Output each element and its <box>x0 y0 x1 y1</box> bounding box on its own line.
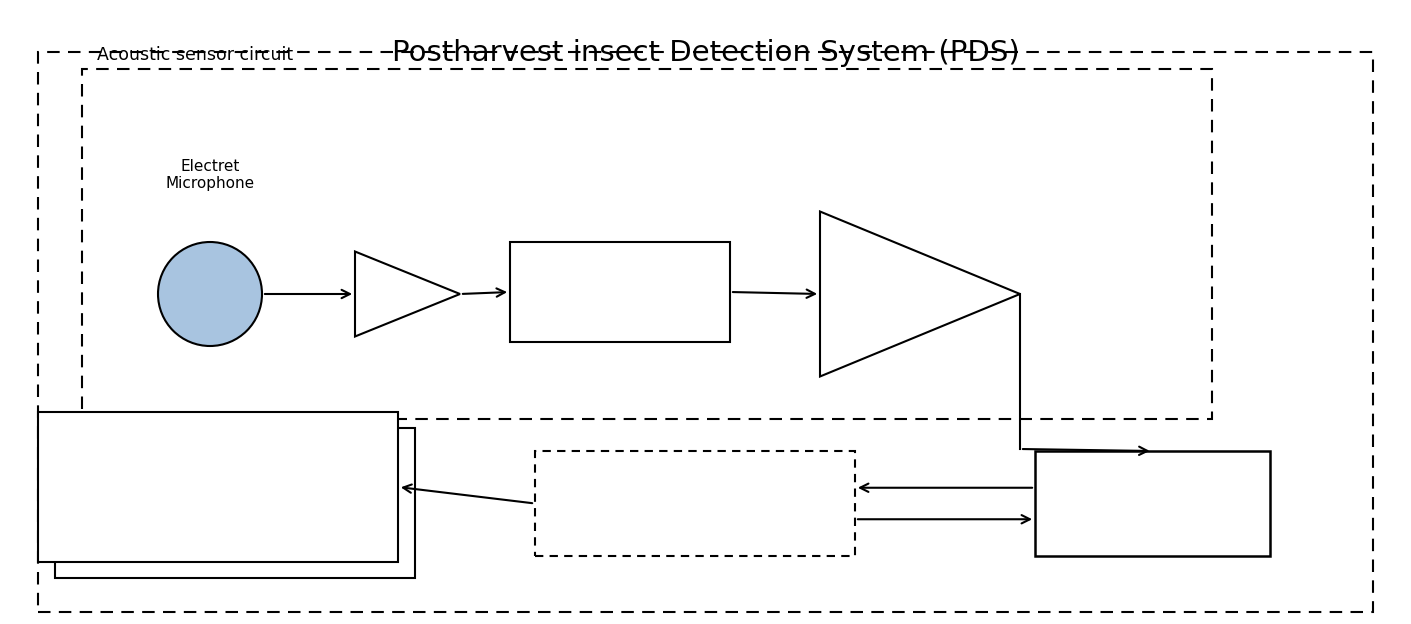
Text: Electret
Microphone: Electret Microphone <box>165 159 254 192</box>
Text: Band-Pass
Filter: Band-Pass Filter <box>580 276 659 308</box>
Text: Postharvest insect Detection System (PDS): Postharvest insect Detection System (PDS… <box>392 39 1019 67</box>
Polygon shape <box>356 251 460 336</box>
Text: SD memory card
.wav file storage: SD memory card .wav file storage <box>154 470 282 503</box>
Bar <box>509 242 729 342</box>
Bar <box>38 412 398 562</box>
Bar <box>1036 451 1270 556</box>
Bar <box>82 69 1212 419</box>
Circle shape <box>158 242 262 346</box>
Bar <box>55 428 415 578</box>
Text: 16-bit ADC: 16-bit ADC <box>1108 494 1198 512</box>
Text: 80 dB
Amp: 80 dB Amp <box>873 270 919 302</box>
Text: Preamp: Preamp <box>371 286 428 301</box>
Polygon shape <box>820 212 1020 376</box>
Bar <box>535 451 855 556</box>
Bar <box>38 52 1373 612</box>
Text: Acoustic sensor circuit: Acoustic sensor circuit <box>97 46 293 64</box>
Text: Microcontroller: Microcontroller <box>634 494 756 512</box>
